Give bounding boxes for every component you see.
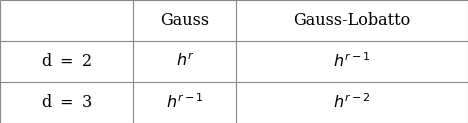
Text: d $=$ 2: d $=$ 2	[41, 53, 92, 70]
Text: d $=$ 3: d $=$ 3	[41, 94, 92, 111]
Text: Gauss-Lobatto: Gauss-Lobatto	[293, 12, 411, 29]
Text: $h^r$: $h^r$	[176, 53, 194, 70]
Text: $h^{r-2}$: $h^{r-2}$	[333, 93, 371, 112]
Text: Gauss: Gauss	[161, 12, 209, 29]
Text: $h^{r-1}$: $h^{r-1}$	[166, 93, 204, 112]
Text: $h^{r-1}$: $h^{r-1}$	[333, 52, 371, 71]
